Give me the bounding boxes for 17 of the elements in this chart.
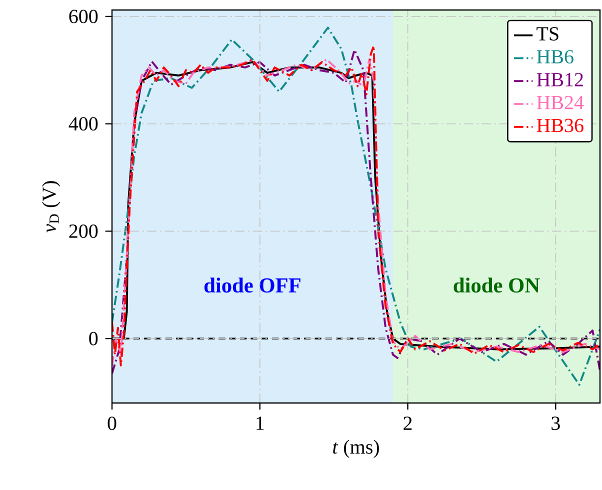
- band-label: diode OFF: [204, 278, 300, 293]
- legend-label: TS: [536, 27, 558, 41]
- y-tick-label: 600: [69, 10, 98, 24]
- x-tick-label: 0: [108, 416, 116, 430]
- legend-label: HB36: [536, 118, 584, 132]
- x-tick-label: 2: [404, 416, 412, 430]
- legend-label: HB24: [536, 96, 584, 110]
- y-tick-label: 400: [68, 117, 98, 131]
- y-tick-label: 200: [69, 224, 98, 238]
- legend-label: HB12: [536, 72, 583, 86]
- x-axis-title: t (ms): [333, 440, 379, 458]
- legend-label: HB6: [536, 50, 574, 64]
- x-tick-label: 3: [552, 416, 560, 430]
- y-axis-title: v$_{D}$ (V): [42, 181, 60, 232]
- y-tick-label: 0: [89, 332, 98, 346]
- band-label: diode ON: [454, 278, 540, 293]
- x-tick-label: 1: [256, 416, 264, 430]
